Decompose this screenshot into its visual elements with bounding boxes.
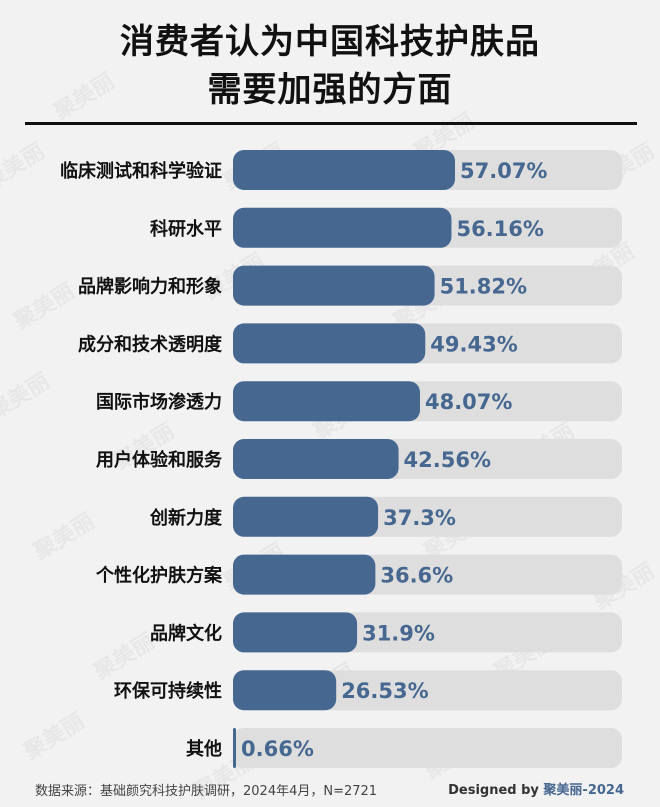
value-label: 49.43%: [430, 332, 517, 356]
value-label: 51.82%: [440, 275, 527, 299]
bar: [233, 439, 399, 479]
bar: [233, 496, 379, 537]
bar: [233, 265, 435, 306]
value-label: 26.53%: [341, 679, 428, 703]
chart-title-line-1: 消费者认为中国科技护肤品: [120, 22, 540, 62]
value-label: 48.07%: [425, 390, 512, 414]
category-label: 个性化护肤方案: [95, 565, 223, 587]
category-label: 品牌文化: [150, 622, 222, 644]
category-label: 品牌影响力和形象: [78, 276, 222, 298]
value-label: 0.66%: [241, 737, 314, 761]
value-label: 37.3%: [383, 506, 456, 530]
category-label: 临床测试和科学验证: [60, 160, 222, 182]
bar: [233, 207, 452, 248]
category-label: 科研水平: [150, 218, 222, 240]
title-divider: [25, 122, 637, 125]
category-label: 用户体验和服务: [96, 449, 223, 471]
watermark-text: 聚美丽: [29, 508, 100, 566]
bar: [233, 670, 337, 711]
bar: [233, 612, 358, 653]
watermark-text: 聚美丽: [89, 628, 160, 686]
bar: [233, 381, 420, 422]
category-label: 其他: [186, 738, 222, 760]
chart-title: 消费者认为中国科技护肤品 需要加强的方面: [0, 18, 660, 114]
bar: [233, 554, 376, 595]
bar: [233, 150, 456, 190]
category-label: 成分和技术透明度: [78, 333, 223, 355]
value-label: 42.56%: [404, 448, 491, 472]
value-label: 57.07%: [460, 159, 547, 183]
category-label: 创新力度: [149, 507, 223, 529]
watermark-text: 聚美丽: [49, 68, 120, 126]
value-label: 31.9%: [362, 621, 435, 645]
watermark-text: 聚美丽: [0, 138, 49, 196]
designer-credit-prefix: Designed by: [448, 783, 544, 798]
category-label: 环保可持续性: [114, 680, 222, 702]
watermark-text: 聚美丽: [19, 708, 90, 766]
designer-brand: 聚美丽-2024: [543, 783, 624, 798]
watermark-text: 聚美丽: [9, 278, 80, 336]
designer-credit: Designed by 聚美丽-2024: [448, 779, 624, 798]
data-source-note: 数据来源：基础颜究科技护肤调研，2024年4月，N=2721: [35, 784, 378, 799]
bar: [233, 728, 236, 768]
category-label: 国际市场渗透力: [96, 391, 222, 413]
value-label: 36.6%: [380, 564, 453, 588]
value-label: 56.16%: [456, 217, 543, 241]
watermark-text: 聚美丽: [0, 368, 54, 426]
bar-track: [233, 728, 622, 768]
chart-title-line-2: 需要加强的方面: [207, 70, 453, 110]
bar: [233, 323, 426, 364]
